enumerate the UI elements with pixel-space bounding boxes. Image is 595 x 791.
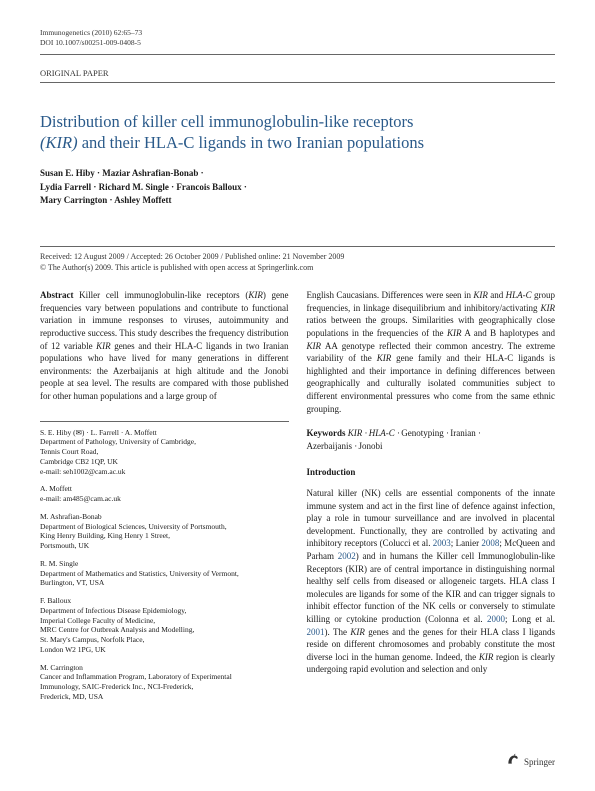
kw3: Genotyping [401,428,444,438]
abs-r1: English Caucasians. Differences were see… [307,290,474,300]
ref-2003[interactable]: 2003 [433,538,451,548]
keywords-line: Keywords KIR · HLA-C · Genotyping · Iran… [307,427,556,452]
authors-line2: Lydia Farrell · Richard M. Single · Fran… [40,181,555,195]
aff-3-lines: Department of Mathematics and Statistics… [40,569,289,589]
ref-2001[interactable]: 2001 [307,627,325,637]
paper-type: ORIGINAL PAPER [40,68,555,83]
abs-kir1: KIR [248,290,263,300]
two-column-body: Abstract Killer cell immunoglobulin-like… [40,289,555,709]
title-line2-rest: and their HLA-C ligands in two Iranian p… [78,133,424,152]
aff-5-names: M. Carrington [40,663,289,673]
journal-citation: Immunogenetics (2010) 62:65–73 [40,28,555,38]
kw5: Azerbaijanis [307,441,352,451]
ref-2002[interactable]: 2002 [338,551,356,561]
right-column: English Caucasians. Differences were see… [307,289,556,709]
springer-horse-icon [506,752,520,771]
aff-0-names: S. E. Hiby (✉) · L. Farrell · A. Moffett [40,428,289,438]
abs-kir4: KIR [541,303,556,313]
intro-t5: ; Long et al. [505,614,555,624]
ref-2000[interactable]: 2000 [487,614,505,624]
aff-2-lines: Department of Biological Sciences, Unive… [40,522,289,551]
kw4: Iranian [450,428,475,438]
publisher-logo: Springer [506,752,555,771]
aff-5-lines: Cancer and Inflammation Program, Laborat… [40,672,289,701]
abstract-label: Abstract [40,290,74,300]
abs-kir3: KIR [473,290,488,300]
dates-block: Received: 12 August 2009 / Accepted: 26 … [40,246,555,273]
aff-4: F. Balloux Department of Infectious Dise… [40,596,289,655]
ref-2008[interactable]: 2008 [481,538,499,548]
kw6: Jonobi [358,441,382,451]
aff-4-names: F. Balloux [40,596,289,606]
abs-kir7: KIR [377,353,392,363]
kw2: HLA-C [369,428,395,438]
intro-kir1: KIR [350,627,365,637]
header-rule [40,54,555,55]
aff-1-lines: e-mail: am485@cam.ac.uk [40,494,289,504]
title-line1: Distribution of killer cell immunoglobul… [40,112,413,131]
doi: DOI 10.1007/s00251-009-0408-5 [40,38,555,48]
abs-kir6: KIR [307,341,322,351]
authors-line3: Mary Carrington · Ashley Moffett [40,194,555,208]
received-accepted-published: Received: 12 August 2009 / Accepted: 26 … [40,251,555,262]
abs-r5: A and B haplotypes and [461,328,555,338]
aff-1-names: A. Moffett [40,484,289,494]
intro-t2: ; Lanier [451,538,482,548]
kw1: KIR [348,428,363,438]
aff-2: M. Ashrafian-Bonab Department of Biologi… [40,512,289,551]
intro-paragraph: Natural killer (NK) cells are essential … [307,487,556,676]
aff-5: M. Carrington Cancer and Inflammation Pr… [40,663,289,702]
publisher-name: Springer [524,757,555,767]
authors-line1: Susan E. Hiby · Maziar Ashrafian-Bonab · [40,167,555,181]
abs-kir5: KIR [447,328,462,338]
aff-3: R. M. Single Department of Mathematics a… [40,559,289,588]
abstract-para-right: English Caucasians. Differences were see… [307,289,556,415]
aff-0: S. E. Hiby (✉) · L. Farrell · A. Moffett… [40,428,289,477]
title-kir-italic: (KIR) [40,133,78,152]
left-column: Abstract Killer cell immunoglobulin-like… [40,289,289,709]
abstract-para-left: Abstract Killer cell immunoglobulin-like… [40,289,289,402]
intro-kir2: KIR [479,652,494,662]
authors-block: Susan E. Hiby · Maziar Ashrafian-Bonab ·… [40,167,555,208]
introduction-heading: Introduction [307,466,556,479]
aff-1: A. Moffett e-mail: am485@cam.ac.uk [40,484,289,504]
abs-hlac: HLA-C [506,290,532,300]
intro-t6: ). The [325,627,351,637]
aff-2-names: M. Ashrafian-Bonab [40,512,289,522]
affiliations-block: S. E. Hiby (✉) · L. Farrell · A. Moffett… [40,421,289,702]
abs-r2: and [488,290,506,300]
article-title: Distribution of killer cell immunoglobul… [40,111,555,154]
abs-kir2: KIR [96,341,111,351]
aff-3-names: R. M. Single [40,559,289,569]
aff-4-lines: Department of Infectious Disease Epidemi… [40,606,289,655]
keywords-label: Keywords [307,428,346,438]
copyright-line: © The Author(s) 2009. This article is pu… [40,262,555,273]
aff-0-lines: Department of Pathology, University of C… [40,437,289,476]
abs-t1: Killer cell immunoglobulin-like receptor… [74,290,249,300]
